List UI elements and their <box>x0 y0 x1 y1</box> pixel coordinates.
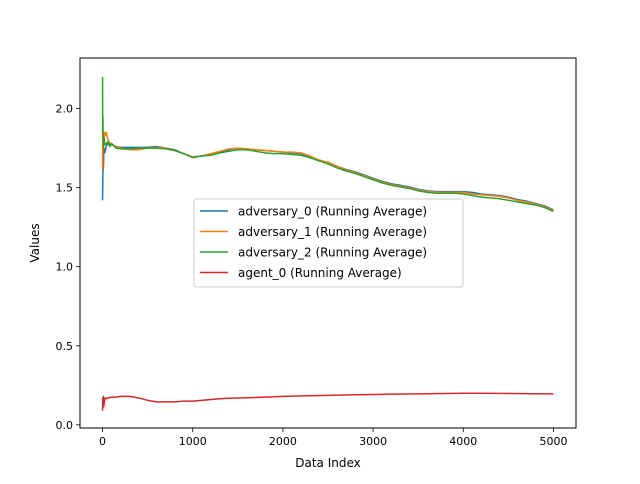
x-tick-label: 3000 <box>359 435 387 448</box>
plot-frame <box>79 57 577 429</box>
y-axis-label: Values <box>28 223 42 262</box>
x-axis: 0 1000 2000 3000 4000 5000 <box>99 428 567 448</box>
legend-box <box>193 198 464 288</box>
x-tick-label: 4000 <box>449 435 477 448</box>
x-tick-label: 5000 <box>539 435 567 448</box>
y-tick-label: 1.0 <box>56 261 74 274</box>
x-tick-label: 1000 <box>179 435 207 448</box>
y-tick-label: 2.0 <box>56 103 74 116</box>
series-layer <box>101 76 554 411</box>
y-axis: 0.0 0.5 1.0 1.5 2.0 <box>56 103 80 432</box>
legend-label-3: agent_0 (Running Average) <box>238 266 402 280</box>
y-tick-label: 0.5 <box>56 340 74 353</box>
y-tick-label: 1.5 <box>56 182 74 195</box>
x-tick-label: 2000 <box>269 435 297 448</box>
series-line-3 <box>101 392 554 411</box>
legend: adversary_0 (Running Average) adversary_1… <box>193 198 464 288</box>
y-tick-label: 0.0 <box>56 419 74 432</box>
x-tick-label: 0 <box>99 435 106 448</box>
legend-label-0: adversary_0 (Running Average) <box>238 205 427 219</box>
x-axis-label: Data Index <box>295 456 361 470</box>
series-line-2 <box>101 76 554 213</box>
legend-label-2: adversary_2 (Running Average) <box>238 246 427 260</box>
legend-label-1: adversary_1 (Running Average) <box>238 225 427 239</box>
